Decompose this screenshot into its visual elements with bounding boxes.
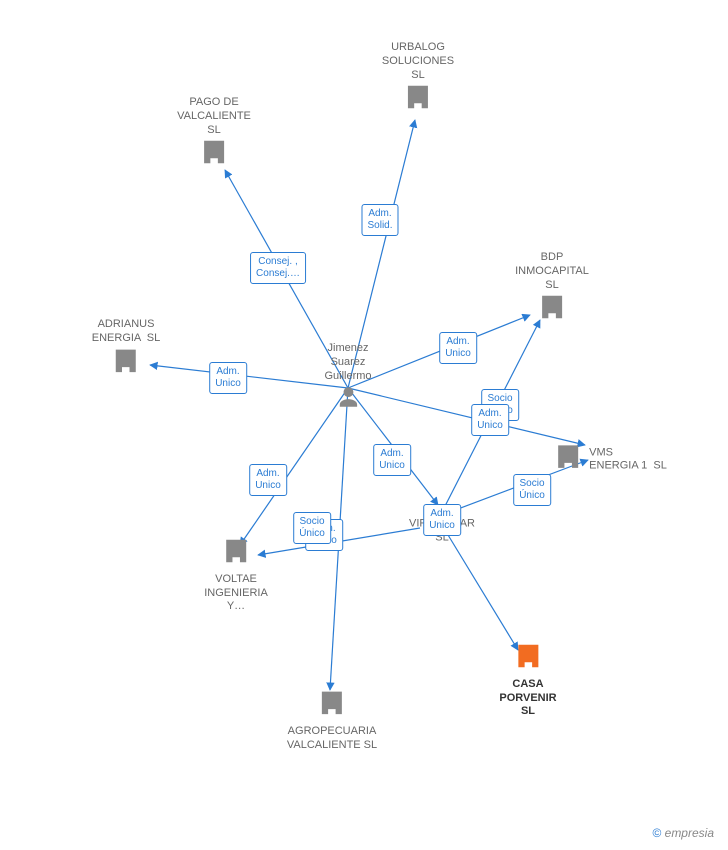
building-icon xyxy=(199,137,229,172)
node-label: BDP INMOCAPITAL SL xyxy=(515,251,589,292)
edge-label-person-pago: Consej. , Consej.… xyxy=(250,252,306,284)
edge-label-person-virsa: Adm. Unico xyxy=(373,444,411,476)
node-label: ADRIANUS ENERGIA SL xyxy=(92,318,160,346)
node-vms[interactable]: VMS ENERGIA 1 SL xyxy=(553,442,667,479)
building-icon xyxy=(221,536,251,571)
building-icon xyxy=(403,82,433,117)
node-urb[interactable]: URBALOG SOLUCIONES SL xyxy=(382,41,454,119)
building-icon xyxy=(553,442,583,477)
edge-virsa-casa xyxy=(445,530,518,650)
building-icon xyxy=(111,345,141,380)
edge-label-virsa-vms: Socio Único xyxy=(513,474,551,506)
copyright-brand: empresia xyxy=(665,826,714,840)
node-agro[interactable]: AGROPECUARIA VALCALIENTE SL xyxy=(287,688,377,752)
copyright-symbol: © xyxy=(652,826,661,840)
person-icon xyxy=(335,383,361,416)
node-casa[interactable]: CASA PORVENIR SL xyxy=(499,641,556,719)
node-label: VOLTAE INGENIERIA Y… xyxy=(204,573,268,614)
edge-label-virsa-vol: Socio Único xyxy=(293,512,331,544)
node-label: VMS ENERGIA 1 SL xyxy=(589,446,667,474)
node-label: Jimenez Suarez Guillermo xyxy=(324,342,371,383)
edge-label-virsa-casa: Adm. Unico xyxy=(423,504,461,536)
edge-label-virsa-bdp: Adm. Unico xyxy=(471,404,509,436)
node-label: PAGO DE VALCALIENTE SL xyxy=(177,96,251,137)
building-icon xyxy=(513,641,543,676)
network-diagram: Socio Único Jimenez Suarez Guillermo PAG… xyxy=(0,0,728,850)
edge-label-person-urb: Adm. Solid. xyxy=(361,204,398,236)
edge-label-person-adr: Adm. Unico xyxy=(209,362,247,394)
node-label: URBALOG SOLUCIONES SL xyxy=(382,41,454,82)
node-bdp[interactable]: BDP INMOCAPITAL SL xyxy=(515,251,589,329)
building-icon xyxy=(317,688,347,723)
node-label: AGROPECUARIA VALCALIENTE SL xyxy=(287,725,377,753)
copyright: © empresia xyxy=(652,826,714,840)
node-vol[interactable]: VOLTAE INGENIERIA Y… xyxy=(204,536,268,614)
node-pago[interactable]: PAGO DE VALCALIENTE SL xyxy=(177,96,251,174)
node-person[interactable]: Jimenez Suarez Guillermo xyxy=(324,342,371,418)
node-adr[interactable]: ADRIANUS ENERGIA SL xyxy=(92,318,160,382)
building-icon xyxy=(537,292,567,327)
edge-person-adr xyxy=(150,365,348,388)
edge-label-person-vol: Adm. Unico xyxy=(249,464,287,496)
node-label: CASA PORVENIR SL xyxy=(499,678,556,719)
edge-label-person-bdp: Adm. Unico xyxy=(439,332,477,364)
edge-person-vms xyxy=(348,388,585,445)
